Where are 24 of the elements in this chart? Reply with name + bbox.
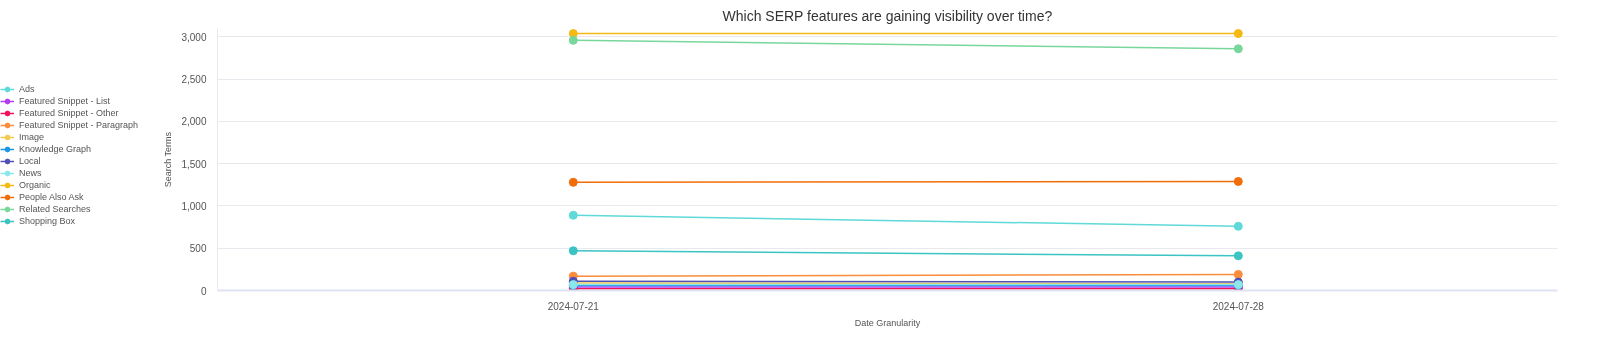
- legend-label: People Also Ask: [19, 191, 84, 203]
- legend-label: Ads: [19, 83, 36, 95]
- legend-label: Shopping Box: [19, 215, 76, 227]
- y-tick-label: 2,000: [181, 116, 207, 128]
- x-tick-label: 2024-07-21: [547, 300, 600, 312]
- legend-label: Related Searches: [19, 203, 91, 215]
- legend-label: Knowledge Graph: [19, 143, 92, 155]
- legend-label: Local: [19, 155, 41, 167]
- legend-label: Organic: [19, 179, 51, 191]
- y-tick-label: 0: [200, 285, 207, 297]
- x-axis-title: Date Granularity: [854, 317, 921, 328]
- legend-label: News: [19, 167, 42, 179]
- legend-label: Featured Snippet - Other: [19, 107, 119, 119]
- legend-label: Featured Snippet - Paragraph: [19, 119, 139, 131]
- x-tick-label: 2024-07-28: [1212, 300, 1265, 312]
- y-tick-label: 1,500: [181, 158, 207, 170]
- legend-label: Featured Snippet - List: [19, 95, 111, 107]
- chart-title: Which SERP features are gaining visibility over time?: [722, 7, 1053, 24]
- y-tick-label: 500: [189, 243, 207, 255]
- legend-label: Image: [19, 131, 45, 143]
- y-tick-label: 2,500: [181, 74, 207, 86]
- y-tick-label: 1,000: [181, 200, 207, 212]
- y-tick-label: 3,000: [181, 31, 207, 43]
- y-axis-title: Search Terms: [163, 131, 174, 188]
